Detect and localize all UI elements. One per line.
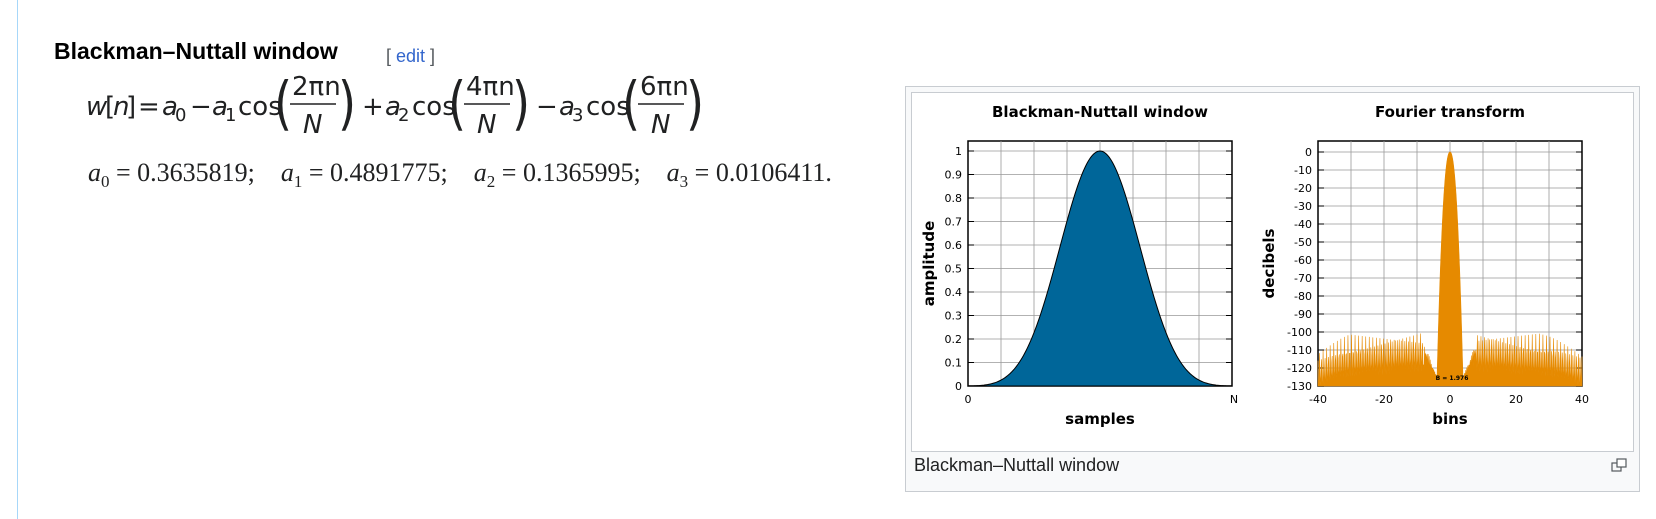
edit-link[interactable]: edit <box>396 46 426 66</box>
content-left-border <box>17 0 18 519</box>
y-tick-label: -130 <box>1287 380 1312 393</box>
svg-text:): ) <box>512 73 530 137</box>
x-tick-label: 0 <box>1447 393 1454 406</box>
svg-text:a: a <box>162 92 178 122</box>
coefficient-2: a2 = 0.1365995; <box>473 158 641 192</box>
svg-text:[: [ <box>105 92 115 122</box>
svg-text:a: a <box>212 92 228 122</box>
y-axis-label: decibels <box>1260 228 1278 298</box>
svg-text:n: n <box>113 92 129 122</box>
x-tick-label: -40 <box>1309 393 1327 406</box>
fraction-numerator-2: 4πn <box>466 73 515 102</box>
y-tick-label: 0.4 <box>945 286 963 299</box>
y-tick-label: -50 <box>1294 236 1312 249</box>
y-tick-label: 0 <box>955 380 962 393</box>
coefficient-3: a3 = 0.0106411. <box>666 158 832 192</box>
y-tick-label: -120 <box>1287 362 1312 375</box>
svg-text:): ) <box>686 73 704 137</box>
y-tick-label: 0.2 <box>945 333 963 346</box>
svg-text:−: − <box>190 92 212 122</box>
fraction-denominator-3: N <box>651 110 670 140</box>
fraction-numerator-1: 2πn <box>292 73 341 102</box>
coefficient-1: a1 = 0.4891775; <box>280 158 448 192</box>
svg-text:1: 1 <box>225 105 236 126</box>
y-tick-label: -30 <box>1294 200 1312 213</box>
coefficient-list: a0 = 0.3635819; a1 = 0.4891775; a2 = 0.136… <box>88 158 858 192</box>
chart-title: Blackman-Nuttall window <box>992 103 1208 121</box>
y-tick-label: -70 <box>1294 272 1312 285</box>
y-tick-label: 0.1 <box>945 357 963 370</box>
y-tick-label: 0.8 <box>945 192 963 205</box>
x-tick-label: 20 <box>1509 393 1523 406</box>
svg-text:cos: cos <box>586 92 630 122</box>
svg-text:w: w <box>86 92 108 122</box>
svg-text:2: 2 <box>398 105 409 126</box>
bandwidth-annotation: B = 1.976 <box>1436 375 1469 382</box>
svg-text:(: ( <box>622 73 640 137</box>
svg-text:): ) <box>338 73 356 137</box>
y-tick-label: -40 <box>1294 218 1312 231</box>
y-tick-label: -60 <box>1294 254 1312 267</box>
x-tick-label: 0 <box>965 393 972 406</box>
svg-text:3: 3 <box>572 105 583 126</box>
svg-text:−: − <box>536 92 558 122</box>
y-tick-label: 0.6 <box>945 239 963 252</box>
y-tick-label: 0.3 <box>945 310 963 323</box>
fraction-numerator-3: 6πn <box>640 73 689 102</box>
svg-text:(: ( <box>448 73 466 137</box>
y-tick-label: 0 <box>1305 146 1312 159</box>
y-tick-label: -20 <box>1294 182 1312 195</box>
figure-thumbnail: Blackman-Nuttall window 0 0.1 0.2 0.3 0.4 0.5 0… <box>905 86 1640 492</box>
svg-text:a: a <box>385 92 401 122</box>
y-tick-label: 0.7 <box>945 216 963 229</box>
y-tick-label: 0.9 <box>945 169 963 182</box>
figure-caption: Blackman–Nuttall window <box>914 455 1120 475</box>
y-tick-label: 1 <box>955 145 962 158</box>
spectrum-area <box>1317 151 1583 387</box>
y-tick-label: -10 <box>1294 164 1312 177</box>
chart-title: Fourier transform <box>1375 103 1525 121</box>
fraction-denominator-1: N <box>303 110 322 140</box>
magnify-icon[interactable] <box>1611 457 1627 473</box>
coefficient-0: a0 = 0.3635819; <box>88 158 255 192</box>
x-axis-label: samples <box>1065 410 1135 428</box>
x-tick-label: -20 <box>1375 393 1393 406</box>
x-tick-label: 40 <box>1575 393 1589 406</box>
y-tick-label: -80 <box>1294 290 1312 303</box>
figure-image[interactable]: Blackman-Nuttall window 0 0.1 0.2 0.3 0.4 0.5 0… <box>911 92 1634 452</box>
svg-text:cos: cos <box>238 92 282 122</box>
x-axis-label: bins <box>1432 410 1468 428</box>
edit-section-link-group: [ edit ] <box>386 46 436 66</box>
window-area <box>967 150 1233 387</box>
y-tick-label: -90 <box>1294 308 1312 321</box>
y-tick-label: -110 <box>1287 344 1312 357</box>
svg-text:]: ] <box>126 92 136 122</box>
window-charts: Blackman-Nuttall window 0 0.1 0.2 0.3 0.4 0.5 0… <box>920 103 1589 428</box>
svg-text:a: a <box>559 92 575 122</box>
section-heading: Blackman–Nuttall window <box>54 38 338 65</box>
y-axis-label: amplitude <box>920 221 938 307</box>
svg-text:0: 0 <box>175 105 186 126</box>
y-tick-label: -100 <box>1287 326 1312 339</box>
svg-text:+: + <box>362 92 384 122</box>
y-tick-label: 0.5 <box>945 263 963 276</box>
svg-text:=: = <box>138 92 160 122</box>
x-tick-label: N <box>1230 393 1238 406</box>
window-formula: w [ n ] = a 0 − a 1 cos ( 2πn N ) + a 2 … <box>86 73 704 140</box>
fraction-denominator-2: N <box>477 110 496 140</box>
svg-text:cos: cos <box>412 92 456 122</box>
section-title: Blackman–Nuttall window <box>54 38 338 64</box>
svg-text:(: ( <box>274 73 292 137</box>
